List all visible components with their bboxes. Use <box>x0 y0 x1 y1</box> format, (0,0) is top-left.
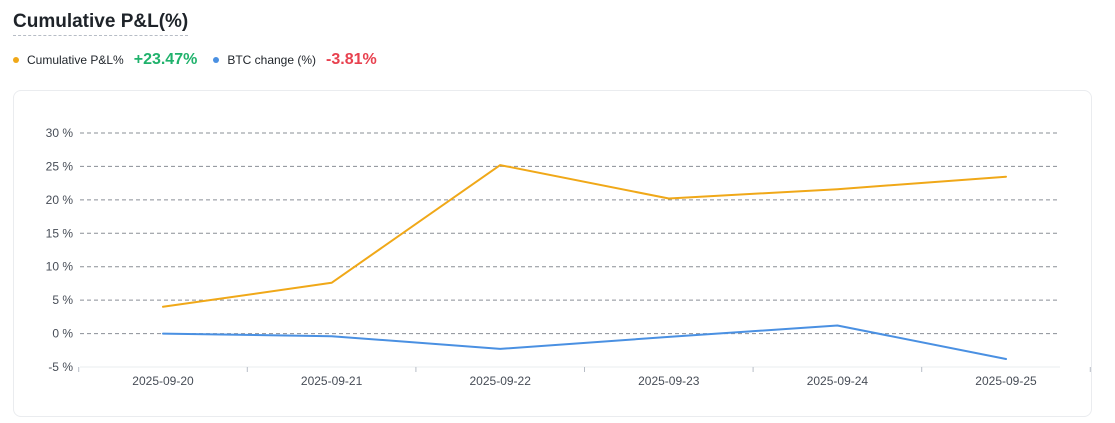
y-tick-label: -5 % <box>48 360 73 374</box>
x-tick-label: 2025-09-22 <box>470 374 532 388</box>
series-line-0 <box>162 164 1007 308</box>
y-tick-label: 15 % <box>46 226 74 240</box>
legend-label: BTC change (%) <box>227 53 317 67</box>
x-tick-label: 2025-09-20 <box>132 374 194 388</box>
page-title: Cumulative P&L(%) <box>13 11 189 36</box>
x-tick-label: 2025-09-25 <box>975 374 1037 388</box>
legend-value: +23.47% <box>133 51 198 68</box>
legend-dot-icon <box>213 57 220 63</box>
x-tick-label: 2025-09-21 <box>301 374 363 388</box>
y-tick-label: 20 % <box>46 193 74 207</box>
series-line-1 <box>162 324 1007 360</box>
y-tick-label: 30 % <box>46 126 74 140</box>
legend-value: -3.81% <box>326 51 377 68</box>
legend: Cumulative P&L% +23.47% BTC change (%) -… <box>13 48 393 72</box>
x-tick-label: 2025-09-23 <box>638 374 700 388</box>
chart-card <box>13 90 1092 417</box>
legend-item-cumulative-pnl[interactable]: Cumulative P&L% +23.47% <box>13 51 197 69</box>
legend-dot-icon <box>13 57 19 63</box>
y-tick-label: 25 % <box>46 159 74 173</box>
y-tick-label: 10 % <box>46 260 74 274</box>
y-tick-label: 5 % <box>52 293 73 307</box>
legend-item-btc-change[interactable]: BTC change (%) -3.81% <box>213 51 377 69</box>
y-tick-label: 0 % <box>52 327 73 341</box>
x-tick-label: 2025-09-24 <box>807 374 869 388</box>
legend-label: Cumulative P&L% <box>27 53 124 67</box>
